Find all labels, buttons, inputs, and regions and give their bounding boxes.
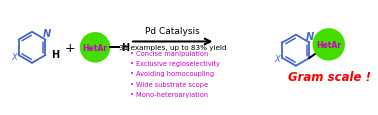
Text: +: + bbox=[65, 41, 75, 54]
Text: • Exclusive regioselectivity: • Exclusive regioselectivity bbox=[130, 61, 220, 67]
Text: H: H bbox=[121, 43, 129, 53]
Circle shape bbox=[313, 30, 344, 60]
Text: • Avoiding homocoupling: • Avoiding homocoupling bbox=[130, 71, 214, 77]
Text: X: X bbox=[11, 52, 17, 61]
Text: 31 examples, up to 83% yield: 31 examples, up to 83% yield bbox=[119, 45, 226, 51]
Text: N: N bbox=[306, 31, 314, 41]
Text: • Mono-heteroarylation: • Mono-heteroarylation bbox=[130, 91, 208, 97]
Text: • Concise manipulation: • Concise manipulation bbox=[130, 51, 208, 57]
Text: HetAr: HetAr bbox=[82, 43, 108, 52]
Text: N: N bbox=[42, 28, 51, 38]
Text: • Wide substrate scope: • Wide substrate scope bbox=[130, 81, 208, 87]
Text: X: X bbox=[275, 55, 280, 64]
Text: H: H bbox=[51, 50, 59, 60]
Text: Pd Catalysis: Pd Catalysis bbox=[145, 26, 200, 35]
Circle shape bbox=[81, 33, 110, 62]
Text: HetAr: HetAr bbox=[316, 40, 341, 49]
Text: Gram scale !: Gram scale ! bbox=[288, 70, 371, 83]
